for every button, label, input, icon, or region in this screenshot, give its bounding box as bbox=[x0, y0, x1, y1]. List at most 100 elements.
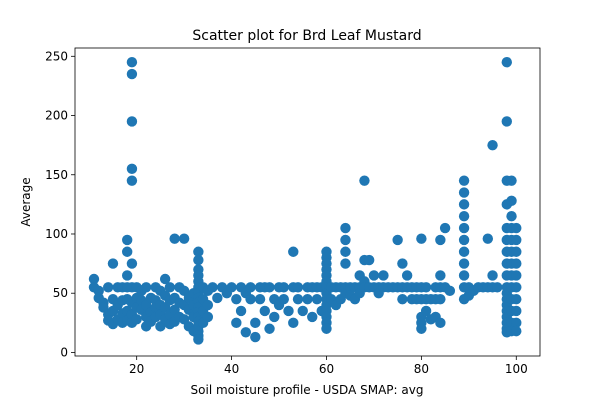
data-point bbox=[378, 270, 389, 281]
data-point bbox=[511, 293, 522, 305]
x-tick-label: 40 bbox=[224, 362, 239, 376]
data-point bbox=[435, 317, 446, 329]
data-point bbox=[202, 299, 214, 311]
data-point bbox=[131, 314, 142, 325]
y-tick-label: 0 bbox=[60, 345, 68, 359]
x-axis-label: Soil moisture profile - USDA SMAP: avg bbox=[191, 383, 424, 397]
data-point bbox=[487, 139, 498, 151]
data-point bbox=[88, 273, 100, 285]
data-point bbox=[169, 233, 180, 244]
data-point bbox=[397, 258, 408, 269]
data-point bbox=[458, 270, 470, 281]
data-point bbox=[511, 305, 522, 317]
data-point bbox=[245, 282, 256, 293]
data-point bbox=[416, 233, 427, 244]
data-point bbox=[269, 311, 280, 323]
data-point bbox=[435, 270, 446, 281]
data-point bbox=[164, 282, 176, 293]
data-point bbox=[307, 311, 318, 323]
data-point bbox=[245, 293, 256, 305]
data-point bbox=[126, 68, 138, 80]
data-point bbox=[278, 282, 289, 293]
data-point bbox=[458, 187, 470, 198]
data-point bbox=[126, 116, 138, 127]
data-point bbox=[159, 273, 171, 285]
data-point bbox=[511, 270, 522, 281]
chart-title: Scatter plot for Brd Leaf Mustard bbox=[192, 28, 421, 44]
data-point bbox=[511, 282, 522, 293]
data-point bbox=[126, 175, 138, 186]
data-point bbox=[302, 293, 313, 305]
data-point bbox=[511, 258, 522, 269]
data-point bbox=[511, 317, 522, 329]
data-point bbox=[311, 293, 323, 305]
x-tick-label: 100 bbox=[505, 362, 528, 376]
data-point bbox=[458, 258, 470, 269]
y-tick-label: 200 bbox=[45, 109, 68, 123]
data-point bbox=[501, 116, 512, 127]
data-point bbox=[487, 270, 498, 281]
data-point bbox=[107, 258, 119, 269]
x-axis-ticks: 20 40 60 80 100 bbox=[129, 356, 528, 376]
data-point bbox=[297, 305, 308, 317]
data-point bbox=[397, 293, 408, 305]
data-point bbox=[482, 233, 494, 244]
data-point bbox=[193, 246, 204, 257]
data-point bbox=[121, 246, 133, 257]
data-point bbox=[506, 211, 517, 222]
data-point bbox=[93, 285, 104, 297]
data-point bbox=[264, 323, 275, 334]
plot-frame bbox=[74, 47, 541, 357]
data-point bbox=[126, 258, 138, 269]
data-point bbox=[121, 270, 133, 281]
x-tick-label: 20 bbox=[129, 362, 144, 376]
data-point bbox=[458, 175, 470, 186]
data-point bbox=[283, 305, 294, 317]
data-point bbox=[506, 195, 517, 207]
data-point bbox=[401, 270, 413, 281]
data-point bbox=[231, 317, 242, 329]
y-tick-label: 150 bbox=[45, 168, 68, 182]
data-point bbox=[444, 285, 456, 297]
y-axis-ticks: 0 50 100 150 200 250 bbox=[45, 49, 75, 359]
data-point bbox=[254, 293, 266, 305]
data-point bbox=[288, 246, 299, 257]
data-point bbox=[202, 311, 214, 323]
y-tick-label: 250 bbox=[45, 49, 68, 63]
data-point bbox=[359, 175, 370, 186]
data-point bbox=[511, 222, 522, 234]
data-point bbox=[278, 293, 289, 305]
data-point bbox=[103, 282, 114, 293]
data-point bbox=[259, 305, 270, 317]
data-point bbox=[458, 222, 470, 234]
data-point bbox=[250, 331, 261, 343]
data-point bbox=[416, 323, 427, 334]
data-point bbox=[226, 282, 237, 293]
data-point bbox=[264, 282, 275, 293]
data-point bbox=[392, 234, 403, 246]
data-point bbox=[458, 234, 470, 246]
data-point bbox=[511, 234, 522, 246]
data-point bbox=[501, 57, 512, 68]
data-point bbox=[363, 254, 375, 266]
x-tick-label: 60 bbox=[319, 362, 334, 376]
data-point bbox=[340, 234, 351, 246]
data-point bbox=[340, 246, 351, 257]
data-point bbox=[439, 222, 451, 234]
data-point bbox=[340, 222, 351, 234]
data-point bbox=[321, 323, 332, 334]
data-point bbox=[140, 282, 152, 293]
data-point bbox=[292, 293, 304, 305]
scatter-points bbox=[88, 57, 522, 345]
data-point bbox=[420, 282, 432, 293]
data-point bbox=[368, 270, 380, 281]
data-point bbox=[126, 163, 138, 175]
data-point bbox=[235, 305, 247, 317]
data-point bbox=[511, 325, 522, 337]
data-point bbox=[492, 282, 503, 293]
data-point bbox=[231, 293, 242, 305]
data-point bbox=[207, 282, 218, 293]
data-point bbox=[212, 292, 223, 304]
data-point bbox=[340, 258, 351, 269]
